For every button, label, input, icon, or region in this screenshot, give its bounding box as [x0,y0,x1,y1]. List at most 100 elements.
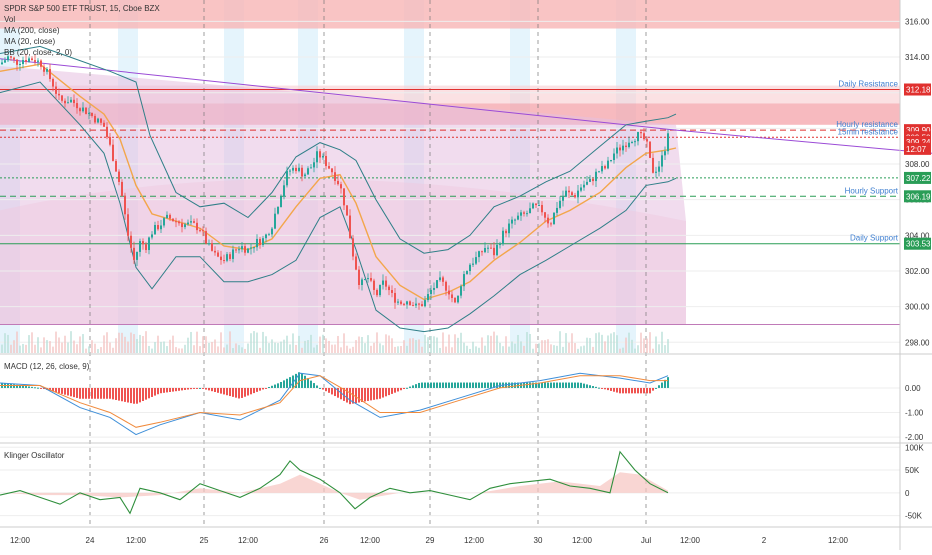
volume-bar [514,343,516,353]
volume-bar [67,342,69,353]
macd-hist-bar [79,387,81,399]
volume-bar [259,347,261,353]
candle-body [295,167,297,172]
candle-body [289,170,291,172]
candle-body [172,218,174,222]
candle-body [229,254,231,259]
macd-hist-bar [121,387,123,402]
candle-body [364,278,366,280]
candle-body [649,141,651,158]
volume-bar [529,334,531,353]
volume-bar [370,345,372,353]
bb-upper-band [0,45,677,254]
volume-bar [562,346,564,353]
volume-bar [409,338,411,353]
macd-hist-bar [568,382,570,388]
candle-body [178,221,180,224]
candle-body [550,223,552,225]
macd-hist-bar [82,387,84,399]
macd-hist-bar [223,387,225,395]
candle-body [541,205,543,213]
macd-hist-bar [448,382,450,388]
macd-hist-bar [580,382,582,388]
candle-body [490,247,492,249]
volume-bar [658,344,660,353]
time-tick-label: 12:00 [680,536,701,545]
macd-hist-bar [310,380,312,388]
volume-bar [178,348,180,353]
macd-series-1 [0,375,668,428]
volume-bar [217,346,219,353]
candle-body [352,238,354,257]
macd-hist-bar [244,387,246,397]
volume-bar [130,332,132,353]
macd-pane[interactable] [0,372,900,438]
volume-bar [49,341,51,353]
macd-hist-bar [328,387,330,393]
macd-hist-bar [349,387,351,405]
candle-body [601,166,603,172]
volume-bar [550,344,552,353]
macd-hist-bar [298,372,300,388]
candle-body [559,200,561,208]
level-label-1: Hourly resistance [836,120,898,129]
candle-body [562,196,564,201]
candle-body [343,188,345,206]
candle-body [334,172,336,181]
macd-hist-bar [163,387,165,393]
level-label-7: Daily Support [850,234,899,243]
macd-hist-bar [472,382,474,388]
price-axis[interactable]: 316.00314.00312.00310.00308.00306.00304.… [904,17,931,521]
macd-hist-bar [634,387,636,394]
candle-body [403,303,405,305]
macd-hist-bar [301,373,303,388]
volume-bar [103,335,105,353]
macd-hist-bar [343,387,345,401]
macd-hist-bar [655,387,657,389]
time-tick-label: 24 [86,536,95,545]
volume-bar [223,347,225,353]
candle-body [304,174,306,177]
volume-bar [196,331,198,353]
candle-body [316,151,318,163]
candle-body [607,160,609,169]
time-axis[interactable]: 12:00 24 12:00 25 12:00 26 12:00 29 12:00 30 12:00… [10,536,849,545]
volume-bar [211,341,213,353]
candle-body [154,224,156,235]
volume-bar [292,333,294,353]
klinger-pane[interactable] [0,446,900,517]
volume-bar [442,332,444,353]
volume-bar [82,334,84,353]
macd-hist-bar [352,387,354,404]
time-tick-label: 2 [762,536,767,545]
candle-body [73,99,75,104]
volume-bar [310,334,312,353]
macd-hist-bar [415,384,417,388]
macd-hist-bar [313,383,315,388]
macd-hist-bar [589,385,591,388]
candle-body [310,167,312,169]
volume-bar [364,343,366,353]
macd-hist-bar [316,385,318,388]
candle-body [370,278,372,281]
macd-hist-bar [661,382,663,388]
macd-hist-bar [280,381,282,388]
candle-body [181,223,183,228]
candle-body [631,141,633,143]
macd-hist-bar [31,386,33,388]
volume-bar [85,348,87,353]
macd-hist-bar [436,382,438,388]
volume-bar [394,346,396,353]
candle-body [256,238,258,248]
candle-body [637,132,639,142]
candle-body [538,205,540,207]
volume-bar [325,338,327,353]
macd-hist-bar [97,387,99,399]
volume-bar [127,341,129,353]
macd-hist-bar [577,382,579,388]
candle-body [133,247,135,260]
macd-hist-bar [181,387,183,391]
candle-body [391,290,393,293]
